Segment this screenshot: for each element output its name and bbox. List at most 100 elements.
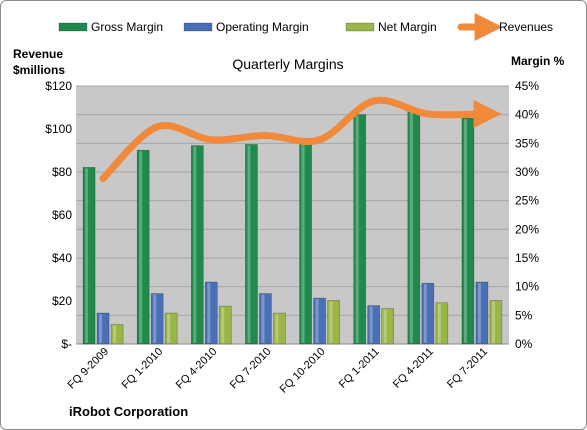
bar-operating-margin-fq-1-2011 [367,305,380,345]
bar-gross-margin-fq-9-2009 [82,167,96,345]
bar-highlight [477,283,481,343]
left-tick-label: $40 [52,251,72,265]
left-axis-label-line2: $millions [13,63,65,77]
legend-label-net-margin: Net Margin [378,20,437,34]
right-tick-label: 25% [515,194,539,208]
left-axis-label-line1: Revenue [13,47,63,61]
bar-highlight [221,307,225,343]
right-tick-label: 0% [515,337,533,351]
x-tick-label-fq-4-2011: FQ 4-2011 [391,346,436,391]
bar-gross-margin-fq-4-2010 [191,145,204,345]
bar-highlight [437,303,441,343]
left-axis-ticks: $- $20 $40 $60 $80 $100 $120 [45,79,72,351]
legend-label-gross-margin: Gross Margin [91,20,163,34]
bar-highlight [301,143,305,343]
bar-highlight [409,111,413,343]
bar-highlight [85,168,89,343]
bar-highlight [99,314,103,343]
bar-net-margin-fq-10-2010 [327,300,340,345]
bar-net-margin-fq-7-2011 [489,300,503,345]
bar-gross-margin-fq-10-2010 [299,141,312,345]
bar-gross-margin-fq-1-2011 [353,114,366,345]
bar-operating-margin-fq-7-2010 [259,293,272,345]
right-tick-label: 20% [515,222,539,236]
revenue-point-fq-7-2011 [481,113,483,115]
right-tick-label: 10% [515,280,539,294]
footer-company-name: iRobot Corporation [69,404,188,419]
revenue-point-fq-1-2010 [156,126,158,128]
bar-highlight [355,115,359,344]
left-tick-label: $20 [52,294,72,308]
bar-highlight [167,314,171,343]
revenue-point-fq-9-2009 [102,177,104,179]
bar-operating-margin-fq-4-2011 [421,282,435,345]
bar-highlight [139,151,143,343]
left-tick-label: $100 [45,122,72,136]
legend-label-revenues: Revenues [499,20,553,34]
left-tick-label: $- [61,337,72,351]
bar-gross-margin-fq-7-2010 [245,144,258,345]
x-tick-label-fq-7-2010: FQ 7-2010 [228,346,274,392]
revenue-line-group [99,96,502,182]
bar-highlight [193,146,197,343]
revenue-point-fq-1-2011 [373,100,375,102]
legend-swatch-gross-margin [58,22,88,32]
left-tick-label: $120 [45,79,72,93]
bar-operating-margin-fq-1-2010 [150,293,164,345]
right-axis-label: Margin % [511,54,565,68]
bar-operating-margin-fq-7-2011 [475,281,489,345]
bar-highlight [247,145,251,343]
bar-highlight [423,284,427,343]
revenue-point-fq-4-2010 [210,139,212,141]
bar-operating-margin-fq-10-2010 [313,297,326,345]
bar-gross-margin-fq-7-2011 [461,117,475,345]
x-tick-label-fq-7-2011: FQ 7-2011 [445,346,490,391]
bar-net-margin-fq-7-2010 [273,312,286,345]
bar-highlight [369,306,373,343]
right-tick-label: 35% [515,136,539,150]
bar-operating-margin-fq-4-2010 [205,281,218,345]
bar-highlight [315,299,319,343]
bars [82,109,503,345]
revenue-point-fq-7-2010 [264,134,266,136]
bar-highlight [383,309,387,343]
revenue-point-fq-4-2011 [427,113,429,115]
legend-swatch-net-margin [345,22,375,32]
right-tick-label: 30% [515,165,539,179]
bar-highlight [113,325,117,343]
bar-gross-margin-fq-4-2011 [407,109,421,345]
x-tick-label-fq-10-2010: FQ 10-2010 [278,346,328,396]
legend-label-operating-margin: Operating Margin [216,20,309,34]
bar-gross-margin-fq-1-2010 [136,149,150,345]
x-tick-label-fq-9-2009: FQ 9-2009 [66,346,112,392]
bar-highlight [261,294,265,343]
x-tick-label-fq-1-2010: FQ 1-2010 [120,346,166,392]
legend: Gross Margin Operating Margin Net Margin Re… [58,13,553,41]
x-tick-label-fq-4-2010: FQ 4-2010 [174,346,220,392]
bar-highlight [463,119,467,344]
bar-highlight [153,294,157,343]
bar-highlight [491,301,495,343]
x-tick-label-fq-1-2011: FQ 1-2011 [337,346,382,391]
chart-title: Quarterly Margins [232,56,343,72]
bar-highlight [275,314,279,343]
right-tick-label: 5% [515,308,533,322]
bar-net-margin-fq-4-2011 [435,302,449,345]
bar-net-margin-fq-9-2009 [110,324,124,345]
bar-highlight [329,301,333,343]
bar-operating-margin-fq-9-2009 [96,312,110,345]
right-tick-label: 45% [515,79,539,93]
bar-highlight [207,283,211,343]
bar-net-margin-fq-1-2010 [164,312,178,345]
legend-swatch-operating-margin [183,22,213,32]
right-tick-label: 15% [515,251,539,265]
left-tick-label: $80 [52,165,72,179]
left-tick-label: $60 [52,208,72,222]
bar-net-margin-fq-4-2010 [219,305,232,345]
revenue-point-fq-10-2010 [319,139,321,141]
right-tick-label: 40% [515,108,539,122]
x-axis-ticks: FQ 9-2009 FQ 1-2010 FQ 4-2010 FQ 7-2010 FQ 1… [66,346,491,396]
right-axis-ticks: 0% 5% 10% 15% 20% 25% 30% 35% 40% 45% [515,79,539,351]
